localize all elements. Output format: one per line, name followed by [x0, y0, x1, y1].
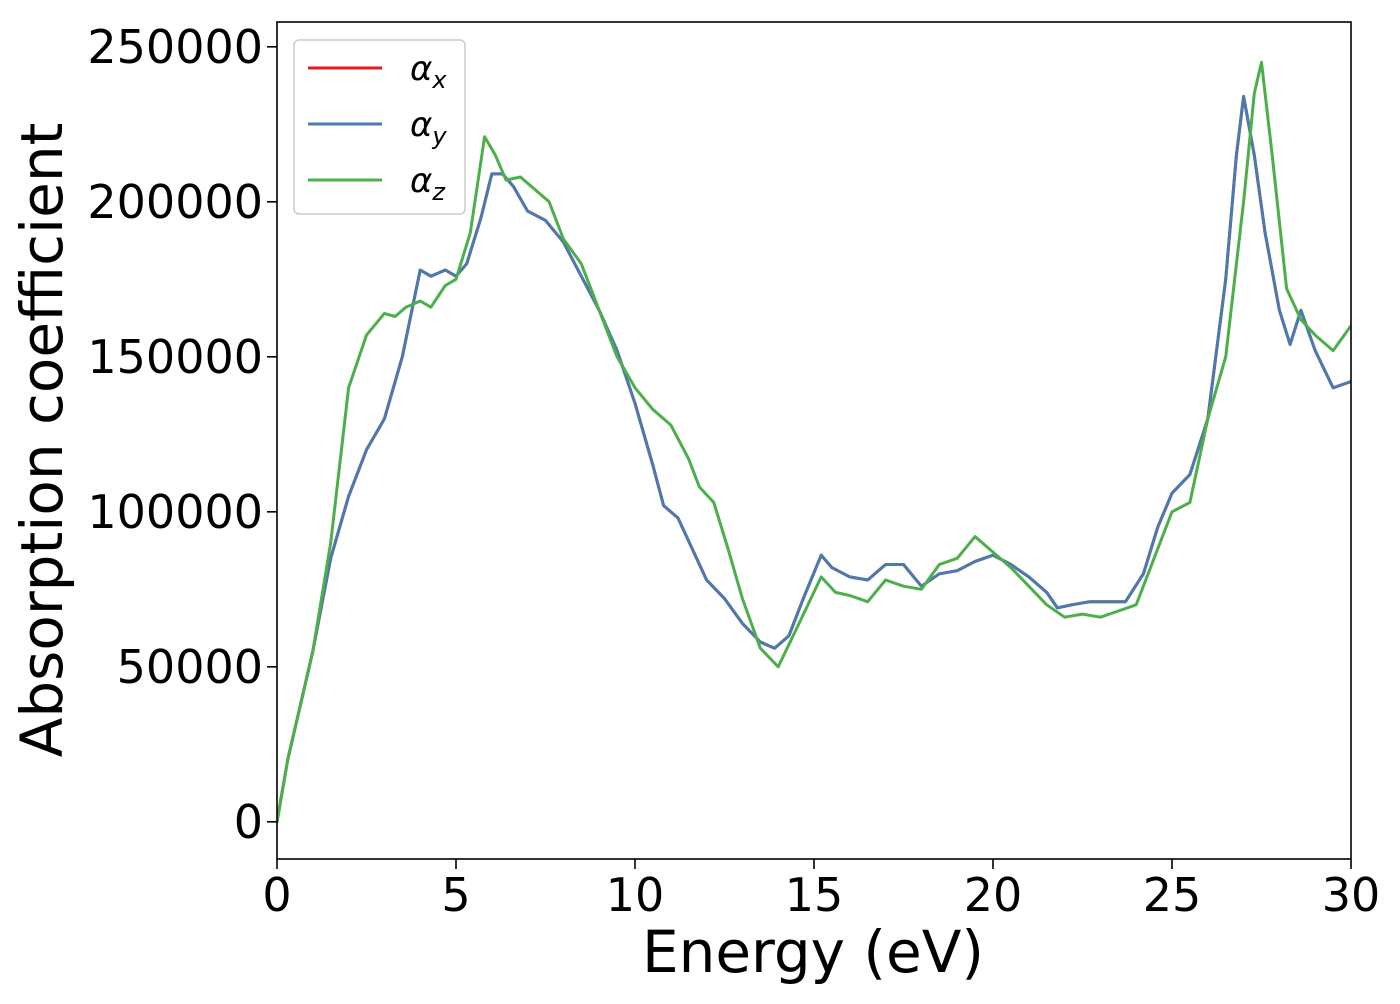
y-tick-label: 50000 [117, 640, 263, 694]
y-tick-label: 0 [234, 795, 263, 849]
x-tick-label: 15 [785, 868, 844, 922]
legend-subscript-z: z [431, 178, 446, 206]
series-line-z [277, 60, 1351, 824]
y-tick-label: 200000 [87, 175, 263, 229]
x-tick-label: 30 [1322, 868, 1381, 922]
plot-layer: 0 5 10 15 20 25 30 0 50000 100000 150000 200000 2500… [87, 20, 1380, 922]
x-tick-label: 25 [1143, 868, 1202, 922]
x-tick-label: 10 [606, 868, 665, 922]
series-group [277, 60, 1351, 824]
y-tick-label: 150000 [87, 330, 263, 384]
series-line-y [277, 94, 1351, 824]
x-tick-label: 20 [964, 868, 1023, 922]
y-tick-label: 250000 [87, 20, 263, 74]
legend-subscript-y: y [431, 122, 447, 150]
y-axis-label: Absorption coefficient [8, 123, 76, 758]
legend-box [293, 39, 466, 215]
legend-subscript-x: x [431, 66, 447, 94]
x-tick-label: 0 [262, 868, 291, 922]
x-axis-label: Energy (eV) [642, 918, 984, 986]
x-tick-label: 5 [441, 868, 470, 922]
y-tick-label: 100000 [87, 485, 263, 539]
